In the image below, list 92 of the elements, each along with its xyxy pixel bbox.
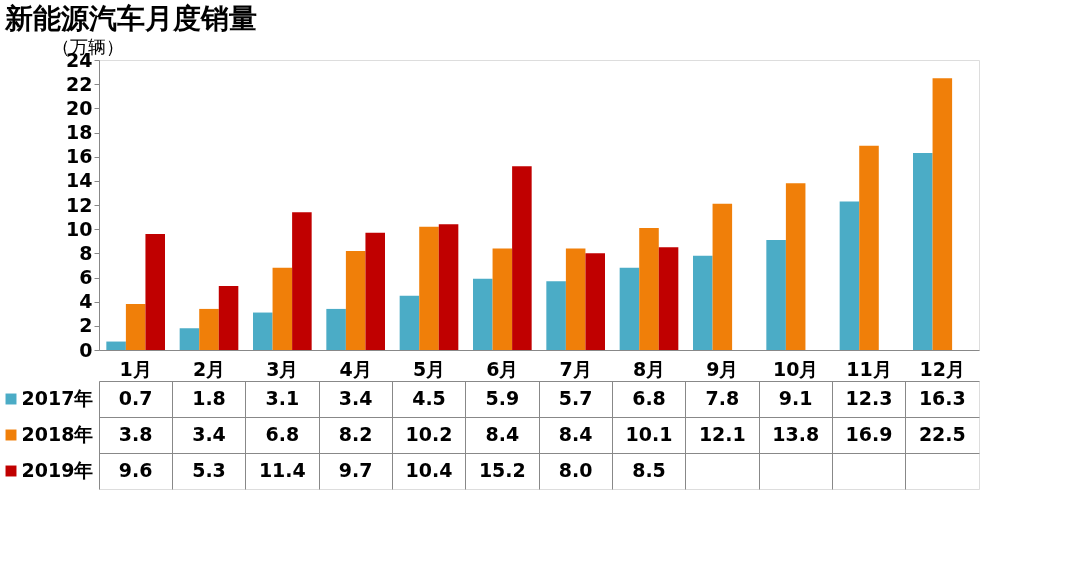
bar <box>766 240 786 350</box>
data-label: 15.2 <box>478 459 526 481</box>
bar <box>712 203 733 350</box>
bar <box>785 183 806 350</box>
bar <box>419 226 439 350</box>
bar <box>658 247 679 350</box>
data-label: 8.2 <box>338 423 373 445</box>
data-label: 10.1 <box>625 423 673 445</box>
data-label: 3.4 <box>192 423 226 445</box>
bar <box>619 267 640 350</box>
bar <box>199 308 219 350</box>
bar <box>859 145 879 350</box>
bar <box>512 166 532 350</box>
y-tick-label: 4 <box>79 290 93 313</box>
data-label: 3.4 <box>338 387 373 409</box>
data-label: 9.7 <box>338 459 373 481</box>
bar <box>546 281 566 350</box>
bar <box>365 232 385 350</box>
y-tick-label: 6 <box>79 266 93 288</box>
data-label: 22.5 <box>918 423 966 445</box>
x-tick-label: 4月 <box>339 357 372 380</box>
data-label: 0.7 <box>118 387 153 409</box>
x-tick-label: 8月 <box>632 357 666 380</box>
data-label: 16.3 <box>918 387 966 409</box>
data-label: 5.9 <box>485 387 520 409</box>
x-tick-label: 12月 <box>919 357 966 380</box>
chart-title: 新能源汽车月度销量 <box>4 1 258 35</box>
y-tick-label: 22 <box>66 72 93 95</box>
x-tick-label: 9月 <box>706 357 739 380</box>
data-label: 13.8 <box>772 423 820 445</box>
data-label: 5.7 <box>558 387 593 409</box>
bar <box>585 253 605 350</box>
x-tick-label: 5月 <box>412 357 446 380</box>
data-label: 7.8 <box>705 387 740 409</box>
x-tick-label: 1月 <box>119 357 152 380</box>
legend-label: 2019年 <box>21 459 94 481</box>
bar <box>639 227 659 350</box>
bar <box>179 328 200 350</box>
bar <box>218 285 239 350</box>
x-tick-label: 6月 <box>486 357 519 380</box>
y-tick-label: 14 <box>66 169 93 192</box>
bar <box>292 212 312 350</box>
data-label: 8.5 <box>632 459 666 481</box>
data-label: 4.5 <box>412 387 446 409</box>
bar <box>438 224 459 350</box>
y-tick-label: 8 <box>79 241 93 264</box>
data-label: 6.8 <box>632 387 666 409</box>
data-label: 16.9 <box>845 423 893 445</box>
bar <box>399 295 420 350</box>
data-label: 9.1 <box>778 387 813 409</box>
data-label: 3.8 <box>118 423 153 445</box>
data-label: 8.4 <box>485 423 520 445</box>
bar <box>473 278 493 350</box>
y-tick-label: 20 <box>66 96 93 119</box>
bar <box>326 308 346 350</box>
x-tick-label: 2月 <box>192 357 226 380</box>
bar <box>839 201 860 350</box>
y-tick-label: 16 <box>66 145 93 168</box>
bar <box>125 304 146 350</box>
bar <box>693 255 713 350</box>
x-tick-label: 11月 <box>846 357 892 380</box>
data-label: 12.3 <box>845 387 893 409</box>
bar <box>272 267 293 350</box>
y-tick-label: 10 <box>66 217 93 240</box>
bar <box>253 312 273 350</box>
y-tick-label: 18 <box>66 121 93 143</box>
y-tick-label: 12 <box>66 193 93 216</box>
data-label: 10.4 <box>405 459 453 481</box>
bar <box>145 234 165 350</box>
y-tick-label: 2 <box>79 314 93 337</box>
data-label: 3.1 <box>265 387 300 409</box>
data-label: 11.4 <box>258 459 306 481</box>
bar <box>106 341 126 350</box>
data-label: 1.8 <box>192 387 226 409</box>
data-label: 8.0 <box>558 459 593 481</box>
data-label: 9.6 <box>118 459 153 481</box>
x-tick-label: 3月 <box>266 357 299 380</box>
bar <box>932 78 953 350</box>
data-label: 5.3 <box>192 459 226 481</box>
bar <box>913 153 933 350</box>
bar <box>492 248 513 350</box>
y-tick-label: 0 <box>79 338 93 361</box>
bar <box>345 250 366 350</box>
data-label: 6.8 <box>265 423 300 445</box>
data-label: 12.1 <box>698 423 746 445</box>
data-label: 10.2 <box>405 423 453 445</box>
legend-label: 2017年 <box>21 387 94 409</box>
x-tick-label: 10月 <box>772 357 819 380</box>
x-tick-label: 7月 <box>559 357 592 380</box>
data-label: 8.4 <box>558 423 593 445</box>
legend-label: 2018年 <box>21 423 94 445</box>
bar <box>565 248 586 350</box>
